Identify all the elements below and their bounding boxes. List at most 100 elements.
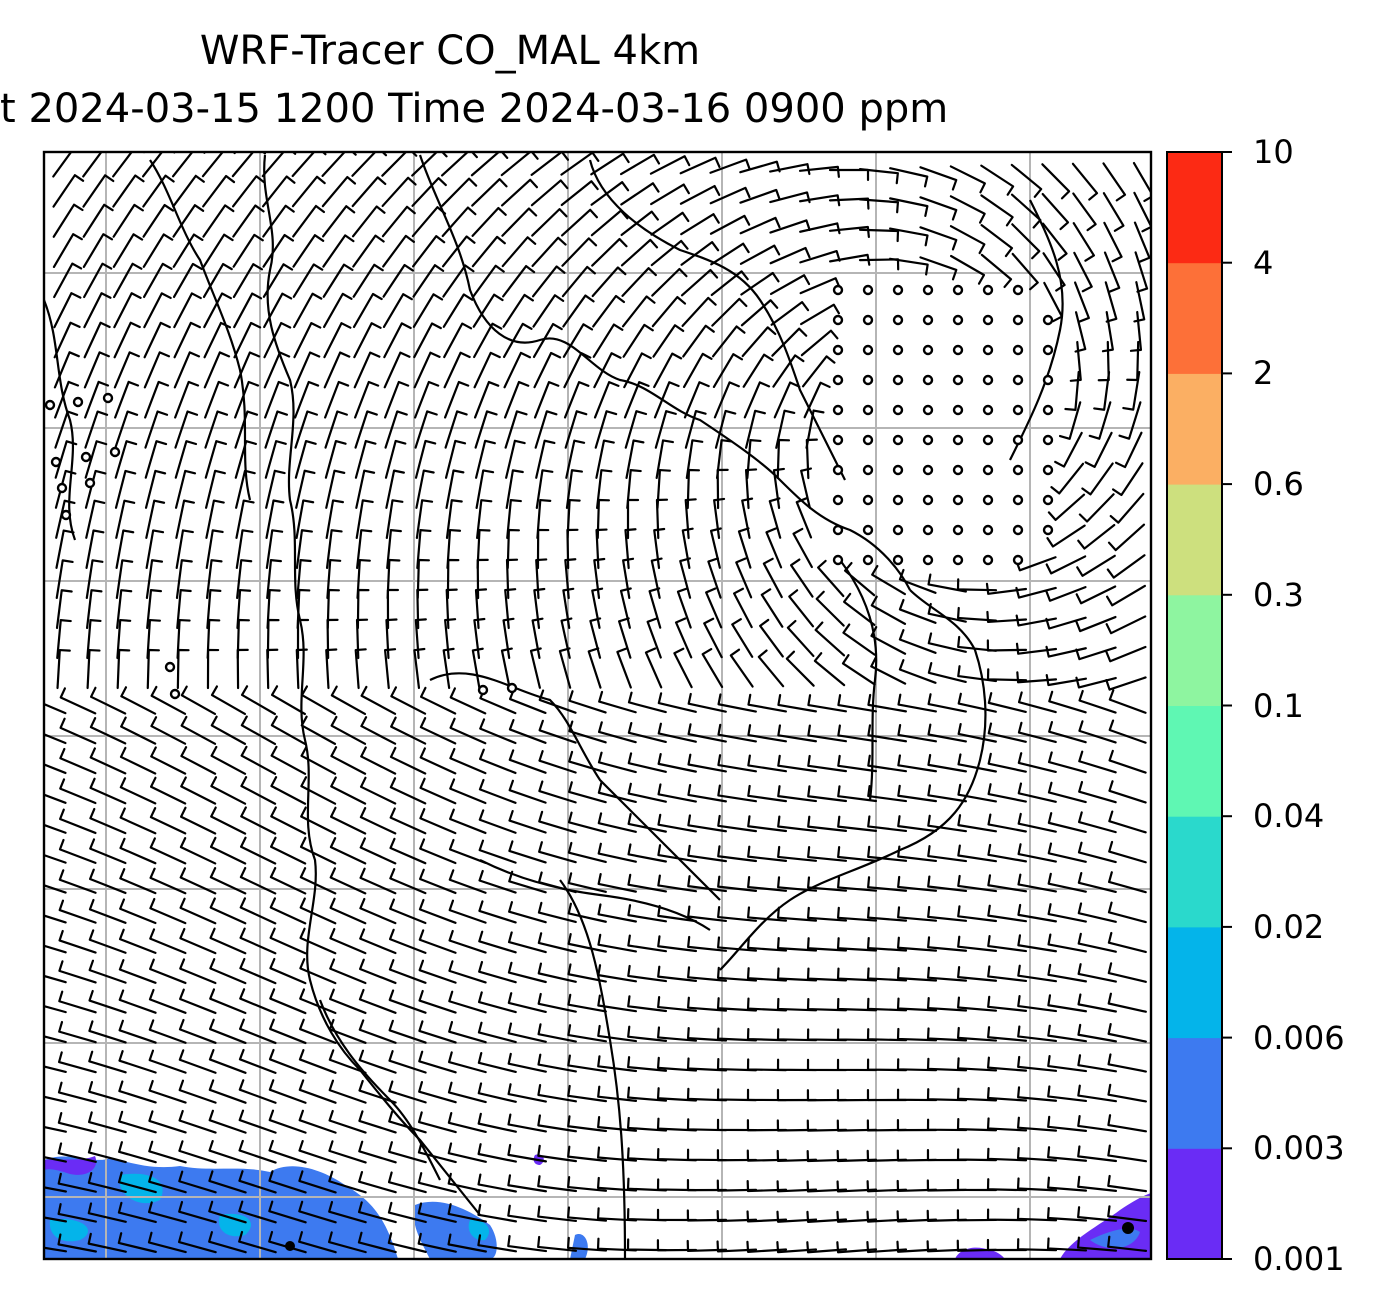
wind-barb bbox=[596, 498, 610, 540]
wind-barb bbox=[620, 182, 660, 206]
wind-barb bbox=[897, 754, 938, 773]
wind-barb bbox=[538, 841, 577, 864]
calm-marker bbox=[1042, 344, 1054, 356]
calm-marker bbox=[1042, 374, 1054, 386]
wind-barb bbox=[205, 559, 223, 600]
wind-barb bbox=[381, 205, 416, 238]
wind-barb bbox=[701, 648, 724, 688]
calm-marker bbox=[832, 344, 844, 356]
wind-barb bbox=[448, 929, 487, 954]
calm-marker bbox=[892, 434, 904, 446]
wind-barb bbox=[293, 351, 321, 389]
wind-barb bbox=[1077, 902, 1117, 923]
wind-barb bbox=[208, 1079, 247, 1104]
wind-barb bbox=[1017, 995, 1058, 1013]
wind-barb bbox=[747, 784, 788, 803]
wind-barb bbox=[1047, 842, 1087, 863]
wind-barb bbox=[561, 237, 598, 267]
wind-barb bbox=[269, 988, 307, 1015]
wind-barb bbox=[328, 1049, 367, 1074]
calm-marker bbox=[102, 392, 114, 404]
wind-barb bbox=[54, 410, 79, 449]
wind-barb bbox=[957, 874, 998, 893]
wind-barb bbox=[383, 322, 412, 359]
wind-barb bbox=[328, 988, 367, 1015]
wind-barb bbox=[1118, 401, 1142, 440]
wind-barb bbox=[382, 293, 413, 328]
wind-barb bbox=[205, 499, 225, 539]
wind-barb bbox=[44, 974, 67, 984]
wind-barb bbox=[148, 988, 187, 1014]
wind-barb bbox=[233, 292, 263, 329]
wind-barb bbox=[384, 410, 408, 449]
wind-barb bbox=[474, 588, 488, 630]
wind-barb bbox=[597, 933, 637, 953]
calm-marker bbox=[982, 374, 994, 386]
wind-barb bbox=[203, 292, 232, 329]
wind-barb bbox=[568, 720, 607, 744]
wind-barb bbox=[114, 440, 138, 479]
wind-barb bbox=[296, 559, 312, 600]
wind-barb bbox=[44, 1186, 67, 1193]
wind-barb bbox=[591, 266, 627, 298]
wind-barb bbox=[358, 988, 397, 1014]
wind-barb bbox=[680, 213, 720, 236]
wind-barb bbox=[679, 557, 692, 599]
wind-barb bbox=[705, 587, 723, 629]
wind-barb bbox=[148, 958, 187, 985]
wind-barb bbox=[597, 781, 637, 804]
wind-barb bbox=[447, 1233, 487, 1253]
wind-barb bbox=[806, 1058, 848, 1072]
wind-barb bbox=[897, 723, 937, 743]
wind-barb bbox=[627, 721, 667, 744]
wind-barb bbox=[919, 226, 958, 251]
wind-barb bbox=[537, 932, 577, 953]
wind-barb bbox=[618, 617, 632, 659]
wind-barb bbox=[949, 195, 986, 224]
wind-barb bbox=[500, 647, 513, 689]
wind-barb bbox=[502, 264, 536, 298]
wind-barb bbox=[957, 966, 998, 982]
wind-barb bbox=[383, 648, 397, 690]
wind-barb bbox=[84, 440, 108, 479]
wind-barb bbox=[1107, 1114, 1147, 1133]
calm-marker bbox=[952, 404, 964, 416]
calm-marker bbox=[982, 404, 994, 416]
wind-barb bbox=[919, 256, 958, 281]
wind-barb bbox=[896, 1240, 938, 1253]
wind-barb bbox=[627, 752, 667, 773]
wind-barb bbox=[1111, 462, 1144, 497]
wind-barb bbox=[202, 262, 233, 299]
wind-barb bbox=[986, 668, 1028, 682]
wind-barb bbox=[537, 901, 577, 924]
wind-barb bbox=[269, 1018, 307, 1045]
wind-barb bbox=[806, 1210, 848, 1223]
wind-barb bbox=[896, 1027, 938, 1042]
wind-barb bbox=[1105, 676, 1147, 691]
wind-barb bbox=[294, 439, 317, 479]
wind-barb bbox=[567, 1206, 608, 1222]
wind-barb bbox=[1078, 689, 1117, 714]
wind-barb bbox=[419, 686, 457, 715]
wind-barb bbox=[627, 813, 667, 833]
wind-barb bbox=[54, 380, 80, 419]
wind-barb bbox=[85, 589, 103, 630]
calm-marker bbox=[892, 464, 904, 476]
wind-barb bbox=[687, 753, 727, 773]
wind-barb bbox=[296, 618, 310, 660]
wind-barb bbox=[626, 1208, 668, 1222]
wind-barb bbox=[837, 845, 878, 862]
wind-barb bbox=[627, 964, 668, 983]
wind-barb bbox=[148, 1110, 187, 1134]
wind-barb bbox=[686, 468, 701, 510]
wind-barb bbox=[148, 1019, 187, 1044]
wind-barb bbox=[206, 648, 220, 690]
wind-barb bbox=[867, 724, 907, 743]
wind-barb bbox=[597, 721, 637, 744]
wind-barb bbox=[1072, 192, 1097, 232]
wind-barb bbox=[208, 1231, 247, 1254]
wind-barb bbox=[530, 179, 569, 207]
wind-barb bbox=[44, 944, 67, 954]
wind-barb bbox=[416, 558, 430, 600]
